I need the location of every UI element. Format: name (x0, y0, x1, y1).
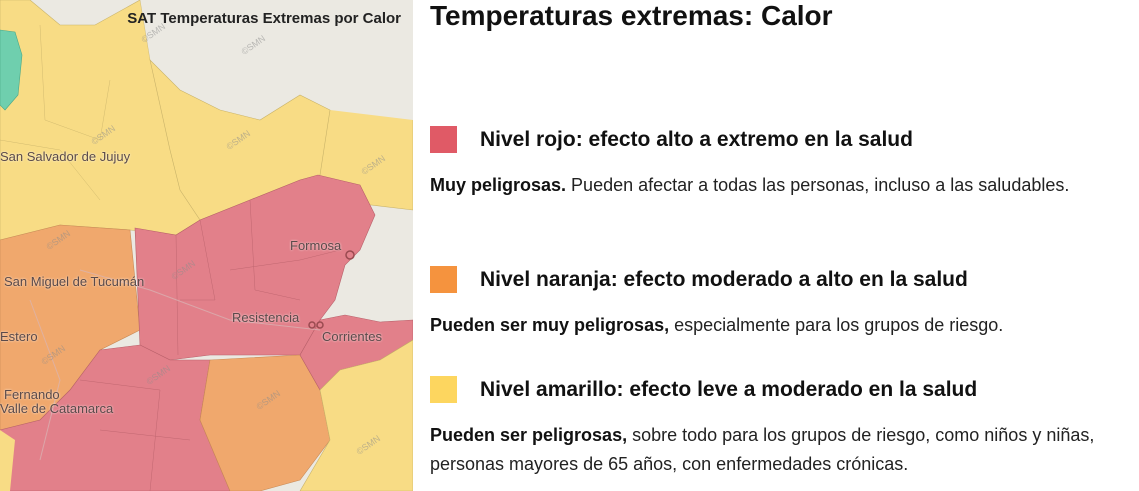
level-desc-text: Pueden afectar a todas las personas, inc… (566, 175, 1070, 195)
city-label: Valle de Catamarca (0, 401, 114, 416)
region-yellow-salta (149, 59, 331, 221)
region-neutral-ne (140, 0, 413, 120)
level-description: Pueden ser muy peligrosas, especialmente… (430, 311, 1130, 340)
map-title: SAT Temperaturas Extremas por Calor (127, 10, 401, 27)
region-red-center (134, 174, 376, 361)
city-label: Corrientes (322, 329, 382, 344)
level-desc-bold: Pueden ser muy peligrosas, (430, 315, 670, 335)
map-regions (0, 0, 413, 491)
legend-panel: Temperaturas extremas: Calor Nivel rojo:… (430, 0, 1135, 491)
city-label: Fernando (4, 387, 60, 402)
region-green (0, 29, 23, 111)
region-yellow-sw (0, 430, 15, 491)
city-label: Resistencia (232, 310, 300, 325)
level-desc-text: especialmente para los grupos de riesgo. (669, 315, 1004, 335)
panel-title: Temperaturas extremas: Calor (430, 0, 833, 31)
city-label: San Salvador de Jujuy (0, 149, 131, 164)
level-description: Muy peligrosas. Pueden afectar a todas l… (430, 171, 1130, 200)
city-label: Estero (0, 329, 38, 344)
region-red-south (0, 344, 231, 491)
level-title: Nivel amarillo: efecto leve a moderado e… (480, 378, 978, 401)
level-title: Nivel naranja: efecto moderado a alto en… (480, 268, 968, 291)
level-desc-bold: Pueden ser peligrosas, (430, 425, 628, 445)
region-yellow-east (299, 339, 413, 491)
red-swatch (430, 126, 457, 153)
level-description: Pueden ser peligrosas, sobre todo para l… (430, 421, 1130, 479)
orange-swatch (430, 266, 457, 293)
city-label: San Miguel de Tucumán (4, 274, 145, 289)
level-desc-bold: Muy peligrosas. (430, 175, 567, 195)
level-title: Nivel rojo: efecto alto a extremo en la … (480, 128, 913, 151)
city-label: Formosa (290, 238, 342, 253)
level-desc-text: sobre todo para los grupos de riesgo, co… (430, 425, 1095, 474)
yellow-swatch (430, 376, 457, 403)
alert-map[interactable]: SAT Temperaturas Extremas por Calor ©SMN… (0, 0, 413, 491)
